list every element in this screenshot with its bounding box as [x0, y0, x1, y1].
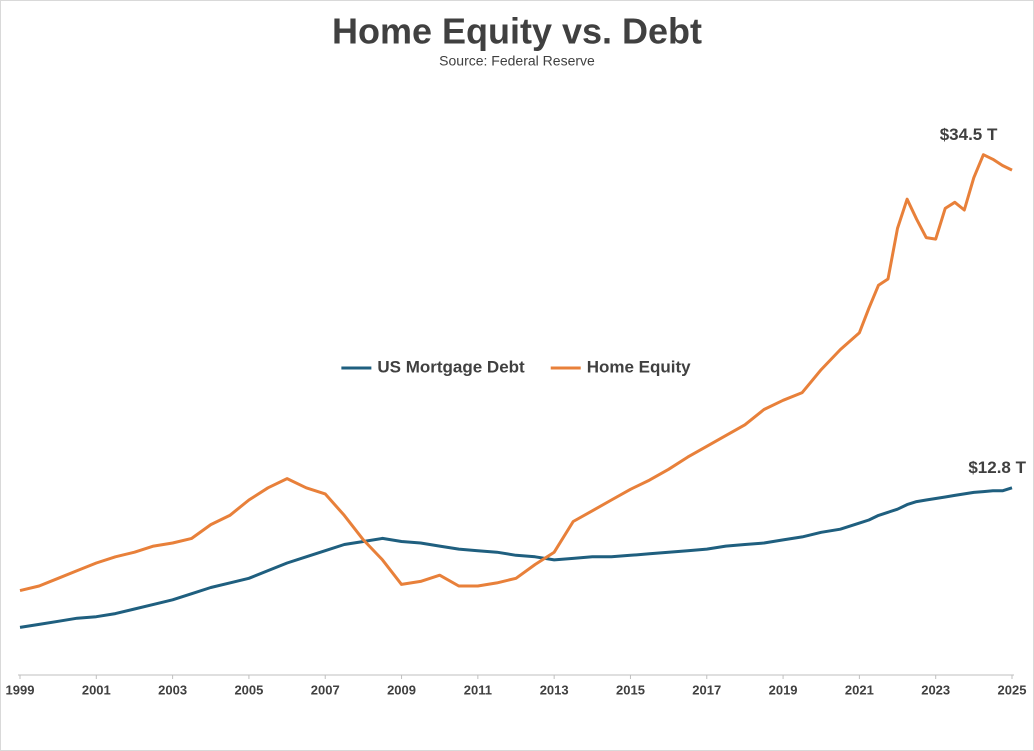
x-tick-label: 2011 [464, 682, 492, 697]
chart-title: Home Equity vs. Debt [332, 11, 702, 52]
x-tick-label: 2013 [540, 682, 569, 697]
x-tick-label: 2019 [769, 682, 798, 697]
legend-label: US Mortgage Debt [377, 357, 525, 376]
x-tick-label: 2007 [311, 682, 340, 697]
x-tick-label: 2015 [616, 682, 645, 697]
x-tick-label: 2005 [234, 682, 263, 697]
x-tick-label: 2017 [692, 682, 721, 697]
legend: US Mortgage Debt Home Equity [341, 357, 691, 376]
annotation: $12.8 T [968, 458, 1026, 477]
x-tick-label: 1999 [6, 682, 35, 697]
legend-label: Home Equity [587, 357, 691, 376]
x-tick-label: 2009 [387, 682, 416, 697]
series-line [19, 153, 1013, 593]
annotation: $34.5 T [940, 125, 998, 144]
x-tick-label: 2003 [158, 682, 187, 697]
series-line [19, 486, 1013, 629]
x-tick-label: 2023 [921, 682, 950, 697]
x-tick-label: 2001 [82, 682, 111, 697]
x-tick-label: 2025 [998, 682, 1027, 697]
chart-subtitle: Source: Federal Reserve [439, 53, 595, 69]
x-tick-label: 2021 [845, 682, 874, 697]
